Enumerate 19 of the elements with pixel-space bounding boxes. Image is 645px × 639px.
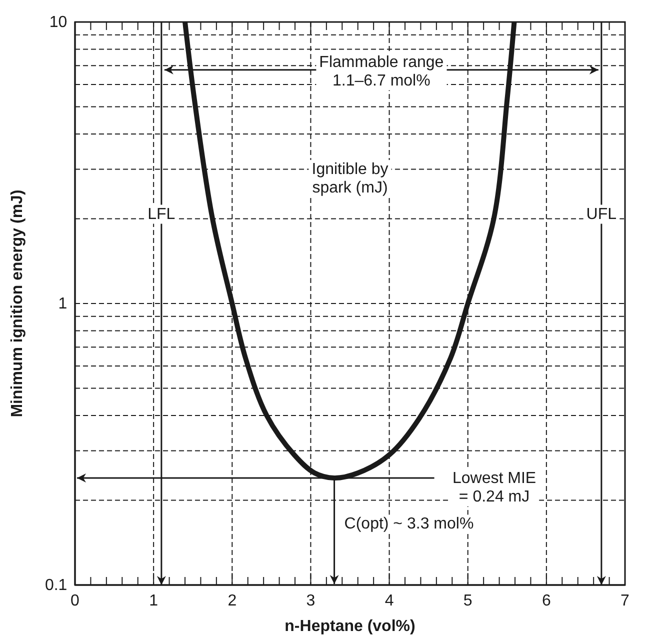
x-tick-label: 2: [228, 592, 237, 610]
x-tick-label: 4: [384, 592, 394, 610]
annotation: Flammable range 1.1–6.7 mol%: [319, 54, 444, 90]
y-tick-label: 0.1: [44, 577, 68, 594]
x-tick-label: 0: [70, 592, 80, 610]
annotation: Lowest MIE = 0.24 mJ: [452, 470, 536, 506]
ref-line-label: UFL: [586, 206, 617, 223]
x-tick-label: 7: [620, 592, 630, 610]
x-tick-label: 3: [306, 592, 316, 610]
x-tick-label: 1: [149, 592, 158, 610]
ref-line-label: LFL: [148, 206, 176, 223]
x-axis-title: n-Heptane (vol%): [284, 618, 416, 635]
y-tick-label: 10: [49, 14, 68, 32]
y-axis-title: Minimum ignition energy (mJ): [9, 190, 26, 418]
x-tick-label: 6: [542, 592, 551, 610]
y-tick-label: 1: [58, 296, 68, 313]
x-tick-label: 5: [463, 592, 472, 610]
annotation: C(opt) ~ 3.3 mol%: [344, 516, 474, 533]
annotation: Ignitible by spark (mJ): [312, 161, 388, 196]
